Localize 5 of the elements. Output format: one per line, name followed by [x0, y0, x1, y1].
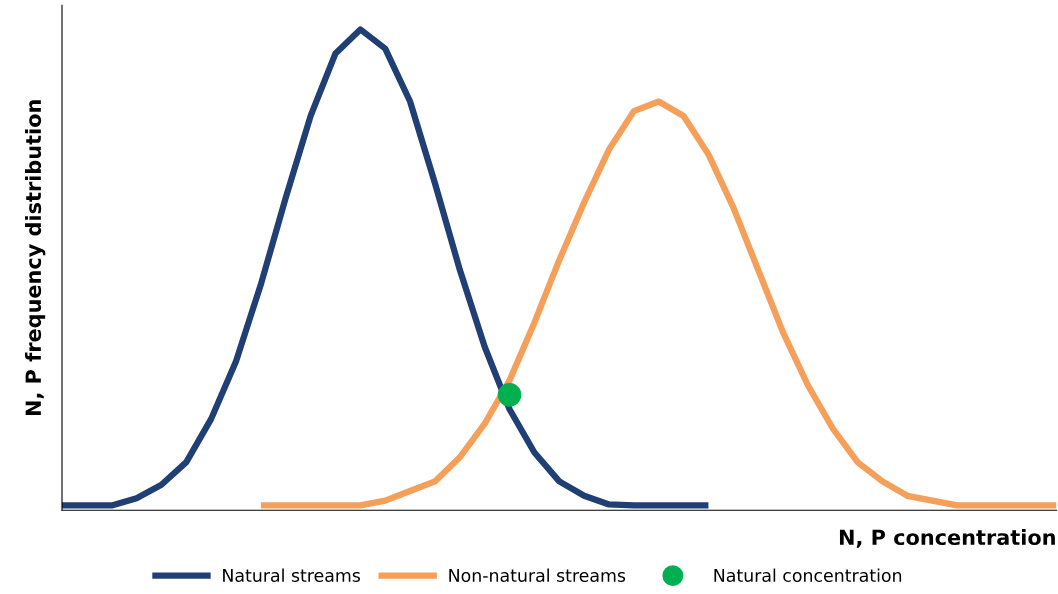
x-axis-title: N, P concentration — [839, 529, 1055, 548]
y-axis-title: N, P frequency distribution — [25, 100, 46, 416]
legend-label: Natural streams — [223, 568, 360, 582]
legend-label: Non-natural streams — [449, 568, 626, 582]
legend-label: Natural concentration — [714, 568, 902, 582]
